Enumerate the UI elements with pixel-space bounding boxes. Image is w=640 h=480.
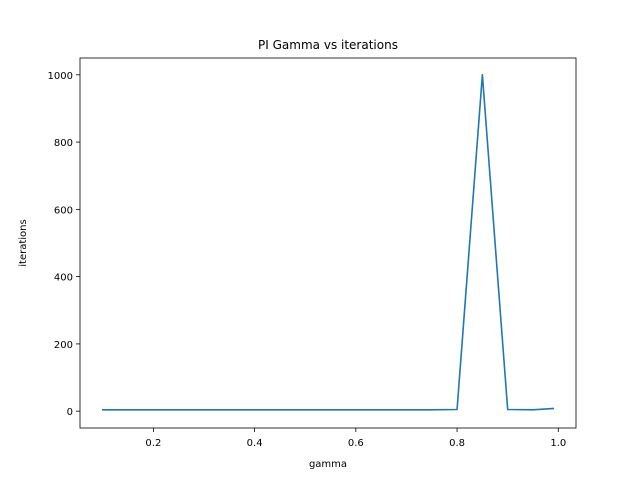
y-tick-label: 600 xyxy=(54,205,73,216)
x-tick-label: 0.6 xyxy=(348,438,364,449)
y-tick-label: 1000 xyxy=(48,71,73,82)
chart-title: PI Gamma vs iterations xyxy=(258,38,398,52)
plot-frame xyxy=(79,57,577,429)
y-axis-ticks: 0 200 400 600 800 1000 xyxy=(48,71,80,418)
y-tick-label: 800 xyxy=(54,138,73,149)
y-tick-label: 200 xyxy=(54,340,73,351)
x-tick-label: 0.8 xyxy=(449,438,465,449)
y-tick-label: 400 xyxy=(54,273,73,284)
y-axis-label: iterations xyxy=(18,219,29,266)
x-tick-label: 0.4 xyxy=(247,438,263,449)
x-tick-label: 1.0 xyxy=(550,438,566,449)
x-axis-ticks: 0.2 0.4 0.6 0.8 1.0 xyxy=(145,428,566,449)
series-line xyxy=(101,74,555,411)
y-tick-label: 0 xyxy=(67,407,73,418)
x-axis-label: gamma xyxy=(309,459,347,470)
x-tick-label: 0.2 xyxy=(145,438,161,449)
series-layer xyxy=(101,74,555,411)
